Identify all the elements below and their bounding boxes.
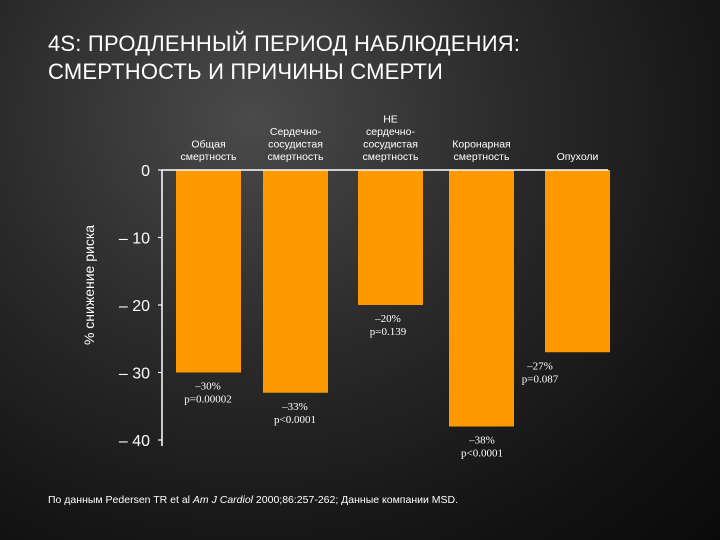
source-footnote: По данным Pedersen TR et al Am J Cardiol…	[48, 494, 458, 506]
category-label: смертность	[454, 151, 510, 163]
data-label: p=0.087	[522, 373, 559, 385]
y-tick-label: – 10	[119, 231, 150, 248]
category-label: сердечно-	[366, 126, 415, 138]
title-line-1: 4S: ПРОДЛЕННЫЙ ПЕРИОД НАБЛЮДЕНИЯ:	[48, 31, 521, 56]
y-tick-label: – 30	[119, 366, 150, 383]
data-label: –20%	[374, 313, 401, 325]
category-label: смертность	[268, 151, 324, 163]
data-label: –33%	[281, 401, 308, 413]
category-label: сосудистая	[363, 139, 418, 151]
source-prefix: По данным Pedersen TR et al	[48, 494, 193, 506]
y-tick-label: 0	[141, 163, 150, 180]
slide-title: 4S: ПРОДЛЕННЫЙ ПЕРИОД НАБЛЮДЕНИЯ: СМЕРТН…	[48, 30, 520, 86]
data-label: –38%	[468, 435, 495, 447]
y-axis-label: % снижение риска	[81, 225, 97, 345]
category-label: Общая	[191, 139, 225, 151]
data-label: p<0.0001	[274, 414, 316, 426]
bar-2	[263, 170, 328, 393]
data-label: p=0.00002	[184, 394, 231, 406]
category-label: Сердечно-	[270, 126, 322, 138]
data-label: –30%	[194, 381, 221, 393]
data-label: p=0.139	[370, 326, 407, 338]
category-label: Коронарная	[452, 139, 510, 151]
bar-1	[176, 170, 241, 373]
bar-4	[449, 170, 514, 427]
bar-3	[358, 170, 423, 305]
source-citation: 2000;86:257-262; Данные компании MSD.	[253, 494, 459, 506]
category-label: НЕ	[383, 114, 398, 126]
y-tick-label: – 20	[119, 298, 150, 315]
category-label: сосудистая	[268, 139, 323, 151]
category-label: Опухоли	[557, 151, 599, 163]
source-journal: Am J Cardiol	[192, 494, 254, 506]
title-line-2: СМЕРТНОСТЬ И ПРИЧИНЫ СМЕРТИ	[48, 59, 444, 84]
data-label: p<0.0001	[461, 448, 503, 460]
category-label: смертность	[363, 151, 419, 163]
y-tick-label: – 40	[119, 433, 150, 450]
data-label: –27%	[526, 360, 553, 372]
bar-5	[545, 170, 610, 353]
category-label: смертность	[181, 151, 237, 163]
